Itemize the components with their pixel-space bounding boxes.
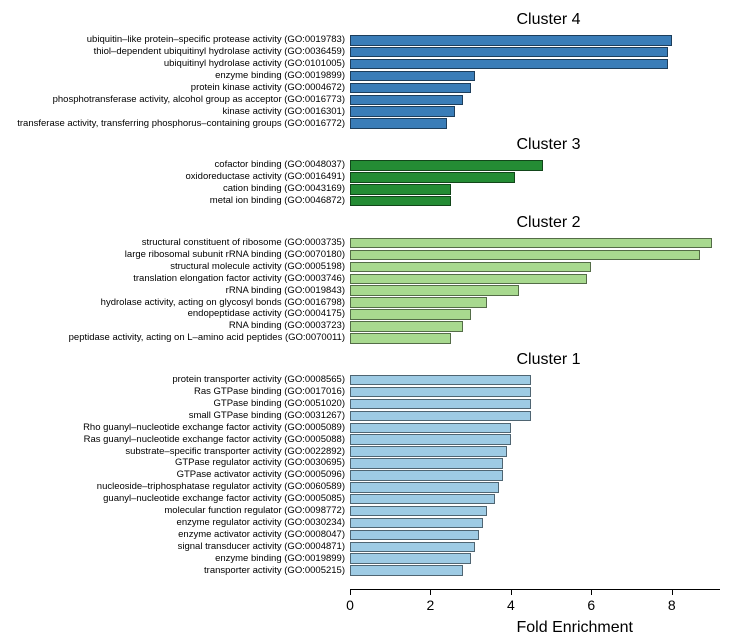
bar <box>350 47 668 58</box>
y-axis-label: GTPase binding (GO:0051020) <box>214 399 346 409</box>
bar <box>350 297 487 308</box>
bar <box>350 434 511 445</box>
bar <box>350 553 471 564</box>
y-axis-label: Ras GTPase binding (GO:0017016) <box>194 387 345 397</box>
y-axis-label: structural constituent of ribosome (GO:0… <box>142 238 345 248</box>
bar <box>350 565 463 576</box>
chart-container: Cluster 4 ubiquitin–like protein–specific… <box>0 0 750 566</box>
y-axis-label: molecular function regulator (GO:0098772… <box>164 506 345 516</box>
y-axis-label: translation elongation factor activity (… <box>133 274 345 284</box>
y-axis-label: RNA binding (GO:0003723) <box>229 321 345 331</box>
bar <box>350 458 503 469</box>
bar <box>350 71 475 82</box>
y-axis-label: nucleoside–triphosphatase regulator acti… <box>97 482 345 492</box>
bar <box>350 172 515 183</box>
x-tick <box>591 589 592 595</box>
y-axis-label: protein transporter activity (GO:0008565… <box>172 375 345 385</box>
x-tick <box>672 589 673 595</box>
bar <box>350 238 712 249</box>
bar <box>350 411 531 422</box>
bar <box>350 542 475 553</box>
y-axis-label: endopeptidase activity (GO:0004175) <box>188 309 345 319</box>
y-axis-label: transporter activity (GO:0005215) <box>204 566 345 576</box>
bar <box>350 95 463 106</box>
bar <box>350 59 668 70</box>
bar <box>350 333 451 344</box>
x-tick <box>430 589 431 595</box>
y-axis-label: transferase activity, transferring phosp… <box>17 119 345 129</box>
bar <box>350 399 531 410</box>
y-axis-label: GTPase activator activity (GO:0005096) <box>177 470 345 480</box>
y-axis-label: small GTPase binding (GO:0031267) <box>189 411 345 421</box>
y-axis-label: enzyme activator activity (GO:0008047) <box>178 530 345 540</box>
bar <box>350 309 471 320</box>
bar <box>350 118 447 129</box>
bar <box>350 35 672 46</box>
cluster-title: Cluster 1 <box>517 351 581 369</box>
y-axis-label: enzyme binding (GO:0019899) <box>215 71 345 81</box>
bar <box>350 423 511 434</box>
y-axis-label: metal ion binding (GO:0046872) <box>210 196 345 206</box>
y-axis-label: GTPase regulator activity (GO:0030695) <box>175 458 345 468</box>
cluster-title: Cluster 4 <box>517 11 581 29</box>
y-axis-label: peptidase activity, acting on L–amino ac… <box>69 333 345 343</box>
bar <box>350 262 591 273</box>
y-axis-label: kinase activity (GO:0016301) <box>222 107 345 117</box>
bar <box>350 160 543 171</box>
y-axis-label: rRNA binding (GO:0019843) <box>226 286 345 296</box>
bar <box>350 470 503 481</box>
bar <box>350 494 495 505</box>
y-axis-label: substrate–specific transporter activity … <box>125 447 345 457</box>
cluster-title: Cluster 3 <box>517 136 581 154</box>
cluster-title: Cluster 2 <box>517 214 581 232</box>
y-axis-label: ubiquitinyl hydrolase activity (GO:01010… <box>164 59 345 69</box>
y-axis-label: protein kinase activity (GO:0004672) <box>191 83 345 93</box>
bar <box>350 250 700 261</box>
y-axis-label: enzyme binding (GO:0019899) <box>215 554 345 564</box>
y-axis-label: cofactor binding (GO:0048037) <box>215 160 345 170</box>
bar <box>350 482 499 493</box>
x-axis-line <box>350 589 720 590</box>
y-axis-label: Rho guanyl–nucleotide exchange factor ac… <box>83 423 345 433</box>
y-axis-label: ubiquitin–like protein–specific protease… <box>87 35 345 45</box>
bar <box>350 506 487 517</box>
y-axis-label: structural molecule activity (GO:0005198… <box>170 262 345 272</box>
bar <box>350 530 479 541</box>
bar <box>350 274 587 285</box>
y-axis-label: cation binding (GO:0043169) <box>223 184 345 194</box>
y-axis-label: phosphotransferase activity, alcohol gro… <box>53 95 345 105</box>
x-tick-label: 0 <box>346 597 354 613</box>
bar <box>350 446 507 457</box>
x-tick-label: 8 <box>668 597 676 613</box>
x-tick-label: 2 <box>427 597 435 613</box>
x-tick <box>511 589 512 595</box>
y-axis-label: Ras guanyl–nucleotide exchange factor ac… <box>84 435 345 445</box>
bar <box>350 375 531 386</box>
x-axis-title: Fold Enrichment <box>517 619 634 637</box>
y-axis-label: signal transducer activity (GO:0004871) <box>178 542 345 552</box>
bar <box>350 83 471 94</box>
x-tick-label: 4 <box>507 597 515 613</box>
x-tick <box>350 589 351 595</box>
bar <box>350 387 531 398</box>
x-tick-label: 6 <box>587 597 595 613</box>
bar <box>350 106 455 117</box>
y-axis-label: oxidoreductase activity (GO:0016491) <box>186 172 345 182</box>
bar <box>350 196 451 207</box>
bar <box>350 184 451 195</box>
bar <box>350 518 483 529</box>
y-axis-label: hydrolase activity, acting on glycosyl b… <box>101 298 345 308</box>
y-axis-label: enzyme regulator activity (GO:0030234) <box>177 518 345 528</box>
bar <box>350 285 519 296</box>
y-axis-label: thiol–dependent ubiquitinyl hydrolase ac… <box>94 47 345 57</box>
y-axis-label: guanyl–nucleotide exchange factor activi… <box>103 494 345 504</box>
bar <box>350 321 463 332</box>
plot-area <box>350 15 720 515</box>
y-axis-label: large ribosomal subunit rRNA binding (GO… <box>125 250 345 260</box>
